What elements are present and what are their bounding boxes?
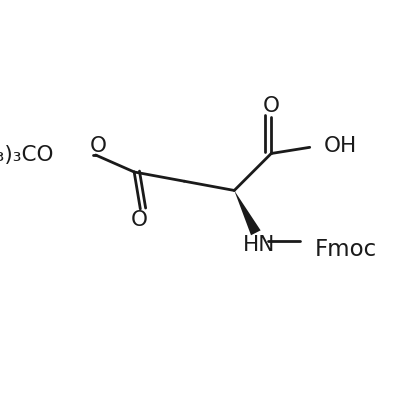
Text: O: O	[263, 96, 280, 116]
Polygon shape	[234, 190, 261, 235]
Text: O: O	[90, 136, 106, 156]
Text: HN: HN	[243, 235, 275, 255]
Text: (CH₃)₃CO: (CH₃)₃CO	[0, 145, 53, 165]
Text: O: O	[130, 210, 147, 230]
Text: OH: OH	[324, 136, 357, 156]
Text: Fmoc: Fmoc	[314, 238, 376, 261]
